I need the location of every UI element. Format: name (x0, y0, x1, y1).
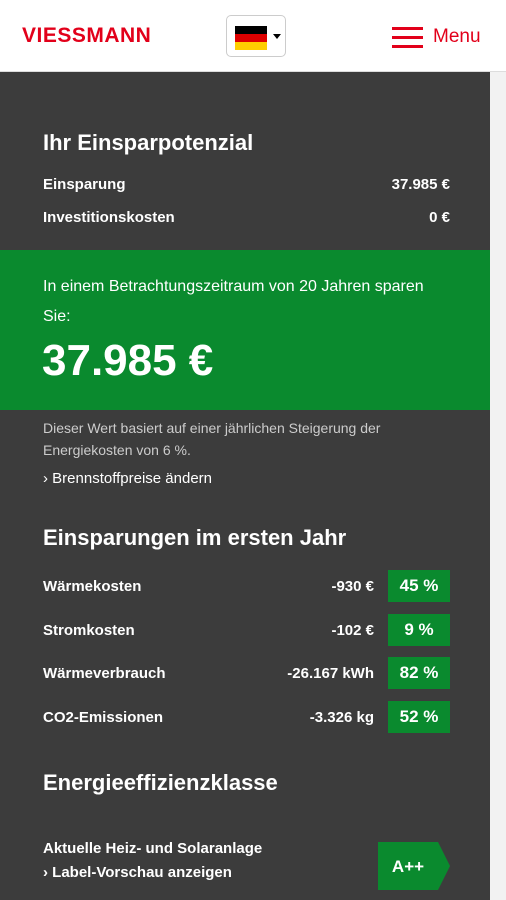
menu-button[interactable]: Menu (433, 26, 481, 47)
highlight-amount: 37.985 € (42, 336, 214, 385)
efficiency-class: A++ (392, 857, 424, 876)
percent-badge: 52 % (388, 701, 450, 734)
scrollbar (490, 72, 506, 900)
percent-badge: 45 % (388, 570, 450, 602)
row-value: -26.167 kWh (287, 665, 374, 683)
efficiency-badge: A++ (378, 842, 450, 890)
badge-shape (378, 842, 450, 890)
row-value: -102 € (331, 621, 374, 639)
logo[interactable]: VIESSMANN (22, 24, 152, 47)
language-select[interactable] (226, 15, 286, 57)
row-value: 37.985 € (391, 176, 450, 193)
flag-stripe (235, 34, 267, 42)
highlight-text: In einem Betrachtungszeitraum von 20 Jah… (43, 278, 424, 325)
percent-badge: 82 % (388, 657, 450, 690)
flag-stripe (235, 26, 267, 34)
row-label: Stromkosten (43, 621, 135, 639)
section-title: Ihr Einsparpotenzial (43, 130, 254, 155)
section-title: Energieeffizienzklasse (43, 770, 278, 795)
row-label: CO2-Emissionen (43, 709, 164, 727)
highlight-box: In einem Betrachtungszeitraum von 20 Jah… (0, 250, 490, 410)
link-text[interactable]: Brennstoffpreise ändern (52, 470, 213, 487)
percent-badge: 9 % (388, 613, 450, 646)
link-text[interactable]: Label-Vorschau anzeigen (52, 864, 232, 881)
note: Dieser Wert basiert auf einer jährlichen… (43, 420, 381, 458)
row-value: 0 € (429, 209, 450, 226)
link[interactable]: › Label-Vorschau anzeigen (43, 864, 232, 881)
row-value: -3.326 kg (309, 709, 374, 727)
caret (273, 34, 281, 39)
label: Aktuelle Heiz- und Solaranlage (43, 840, 263, 857)
link[interactable]: › Brennstoffpreise ändern (43, 470, 213, 487)
row-label: Einsparung (43, 176, 126, 193)
row-label: Investitionskosten (43, 209, 175, 226)
header: VIESSMANN Menu (0, 0, 506, 72)
menu-icon[interactable] (392, 27, 423, 30)
row-label: Wärmeverbrauch (43, 665, 166, 683)
section-title: Einsparungen im ersten Jahr (43, 525, 347, 550)
row-label: Wärmekosten (43, 578, 142, 595)
flag-stripe (235, 42, 267, 50)
row-value: -930 € (331, 578, 374, 595)
menu-icon[interactable] (392, 45, 423, 48)
menu-icon[interactable] (392, 36, 423, 39)
content: Ihr Einsparpotenzial In einem Betrachtun… (0, 72, 490, 900)
